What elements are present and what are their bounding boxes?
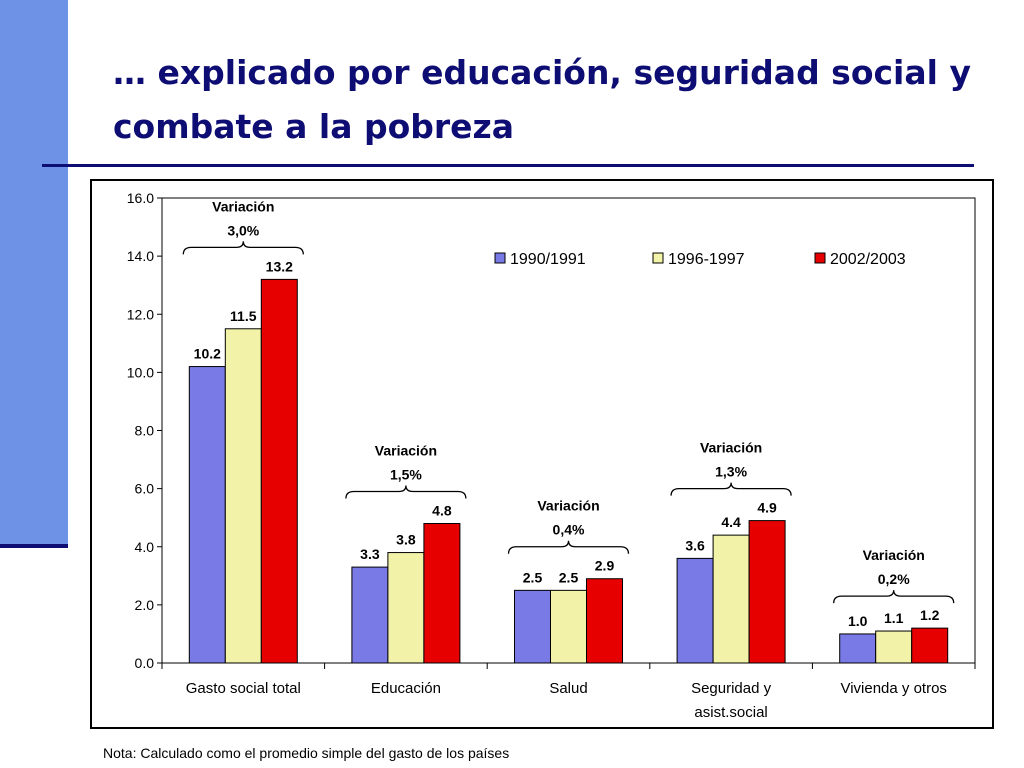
variation-brace [507, 540, 630, 554]
bar-value-label: 10.2 [194, 346, 221, 362]
legend-label: 1996-1997 [668, 251, 745, 268]
variation-brace [670, 482, 792, 496]
legend-swatch [652, 252, 664, 264]
variation-value: 1,5% [390, 467, 422, 483]
bar-value-label: 3.8 [396, 532, 416, 548]
bar [514, 589, 551, 664]
bar [586, 578, 623, 664]
legend-swatch [814, 252, 826, 264]
bar-value-label: 11.5 [230, 308, 257, 324]
bar-value-label: 13.2 [266, 258, 293, 274]
y-tick-label: 12.0 [127, 306, 154, 322]
bar [748, 520, 786, 664]
bar [387, 552, 425, 664]
x-category-label: Seguridad y [691, 680, 772, 697]
left-accent-rule [0, 544, 68, 548]
x-category-label: Vivienda y otros [840, 680, 946, 697]
x-category-label: Educación [371, 680, 441, 697]
chart-frame: 0.0 2.0 4.0 6.0 8.0 10.0 12.0 14.0 16.0 Gasto soc… [90, 179, 994, 729]
bar [423, 523, 461, 664]
variation-value: 1,3% [715, 464, 747, 480]
legend-label: 1990/1991 [510, 251, 586, 268]
left-accent-bar [0, 0, 68, 548]
x-category-label: Gasto social total [186, 680, 301, 697]
variation-label: Variación [212, 198, 274, 214]
bar [712, 534, 750, 664]
y-tick-label: 0.0 [135, 655, 155, 671]
bar [188, 366, 226, 664]
y-tick-label: 14.0 [127, 248, 154, 264]
variation-brace [833, 590, 955, 604]
bar [351, 566, 389, 664]
variation-label: Variación [375, 443, 437, 459]
legend-swatch [494, 252, 506, 264]
bar [911, 627, 949, 664]
bar-value-label: 4.4 [721, 514, 741, 530]
legend-label: 2002/2003 [830, 251, 906, 268]
footnote: Nota: Calculado como el promedio simple … [103, 745, 510, 761]
variation-value: 3,0% [227, 222, 259, 238]
y-tick-label: 8.0 [135, 423, 155, 439]
bar [260, 278, 298, 664]
bar-value-label: 3.6 [685, 537, 705, 553]
variation-brace [345, 485, 467, 499]
bar-value-label: 1.0 [848, 613, 868, 629]
variation-value: 0,2% [878, 571, 910, 587]
bar-value-label: 1.2 [920, 607, 940, 623]
bar-value-label: 3.3 [360, 546, 380, 562]
bar [676, 557, 714, 664]
bar [839, 633, 877, 664]
bar-value-label: 2.9 [595, 558, 615, 574]
bar [550, 589, 587, 664]
x-category-label: Salud [549, 680, 587, 697]
bar [224, 328, 262, 664]
x-category-label: asist.social [694, 704, 767, 721]
bar-value-label: 1.1 [884, 610, 904, 626]
variation-value: 0,4% [553, 522, 585, 538]
variation-label: Variación [537, 498, 599, 514]
bar-value-label: 4.8 [432, 503, 452, 519]
variation-brace [182, 241, 304, 255]
title-underline [42, 164, 974, 167]
slide-title: … explicado por educación, seguridad soc… [113, 53, 971, 146]
variation-label: Variación [863, 547, 925, 563]
bar-chart: 0.0 2.0 4.0 6.0 8.0 10.0 12.0 14.0 16.0 Gasto soc… [127, 190, 976, 721]
y-tick-label: 16.0 [127, 190, 154, 206]
y-tick-label: 6.0 [135, 481, 155, 497]
bar [875, 630, 913, 664]
bar-value-label: 2.5 [523, 569, 543, 585]
variation-label: Variación [700, 440, 762, 456]
y-tick-label: 4.0 [135, 539, 155, 555]
bar-value-label: 4.9 [757, 500, 777, 516]
bar-value-label: 2.5 [559, 569, 579, 585]
y-tick-label: 2.0 [135, 597, 155, 613]
y-tick-label: 10.0 [127, 364, 154, 380]
